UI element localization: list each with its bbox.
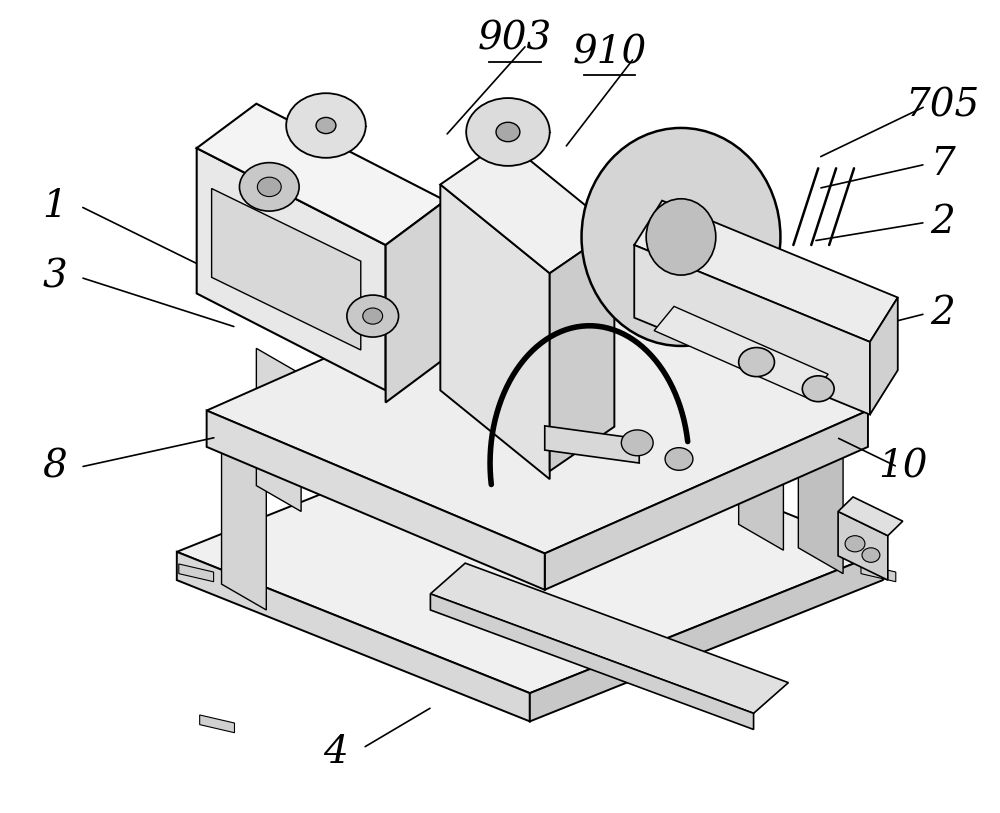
Text: 4: 4 bbox=[324, 733, 348, 771]
Polygon shape bbox=[654, 307, 828, 398]
Polygon shape bbox=[177, 411, 883, 693]
Circle shape bbox=[802, 376, 834, 402]
Polygon shape bbox=[212, 189, 361, 350]
Circle shape bbox=[739, 347, 774, 376]
Text: 910: 910 bbox=[572, 34, 647, 72]
Polygon shape bbox=[222, 436, 296, 472]
Polygon shape bbox=[256, 348, 301, 511]
Circle shape bbox=[286, 93, 366, 158]
Circle shape bbox=[363, 308, 383, 324]
Polygon shape bbox=[634, 245, 870, 415]
Circle shape bbox=[239, 163, 299, 211]
Circle shape bbox=[347, 295, 399, 337]
Polygon shape bbox=[222, 447, 266, 610]
Text: 903: 903 bbox=[478, 20, 552, 58]
Circle shape bbox=[496, 122, 520, 141]
Text: 7: 7 bbox=[930, 146, 955, 183]
Polygon shape bbox=[430, 563, 788, 713]
Polygon shape bbox=[545, 411, 868, 589]
Polygon shape bbox=[386, 201, 445, 402]
Polygon shape bbox=[838, 511, 888, 580]
Polygon shape bbox=[870, 298, 898, 415]
Ellipse shape bbox=[646, 199, 716, 275]
Text: 2: 2 bbox=[930, 295, 955, 333]
Text: 1: 1 bbox=[42, 188, 67, 224]
Text: 10: 10 bbox=[878, 449, 928, 485]
Circle shape bbox=[316, 117, 336, 133]
Polygon shape bbox=[634, 201, 898, 342]
Polygon shape bbox=[430, 593, 754, 729]
Polygon shape bbox=[440, 185, 550, 479]
Polygon shape bbox=[530, 552, 883, 721]
Circle shape bbox=[862, 548, 880, 563]
Ellipse shape bbox=[582, 128, 780, 346]
Polygon shape bbox=[440, 140, 614, 273]
Polygon shape bbox=[177, 552, 530, 721]
Polygon shape bbox=[207, 267, 868, 554]
Text: 3: 3 bbox=[42, 259, 67, 296]
Polygon shape bbox=[197, 148, 386, 390]
Polygon shape bbox=[550, 229, 614, 471]
Circle shape bbox=[665, 448, 693, 470]
Polygon shape bbox=[739, 387, 783, 550]
Polygon shape bbox=[798, 411, 843, 574]
Circle shape bbox=[621, 430, 653, 456]
Text: 705: 705 bbox=[905, 88, 980, 124]
Polygon shape bbox=[200, 715, 234, 733]
Polygon shape bbox=[861, 564, 896, 582]
Text: 8: 8 bbox=[42, 449, 67, 485]
Polygon shape bbox=[179, 564, 214, 582]
Circle shape bbox=[845, 536, 865, 552]
Polygon shape bbox=[838, 497, 903, 536]
Circle shape bbox=[466, 98, 550, 166]
Circle shape bbox=[257, 177, 281, 197]
Text: 2: 2 bbox=[930, 204, 955, 241]
Polygon shape bbox=[207, 411, 545, 589]
Polygon shape bbox=[545, 426, 639, 463]
Polygon shape bbox=[197, 104, 445, 245]
